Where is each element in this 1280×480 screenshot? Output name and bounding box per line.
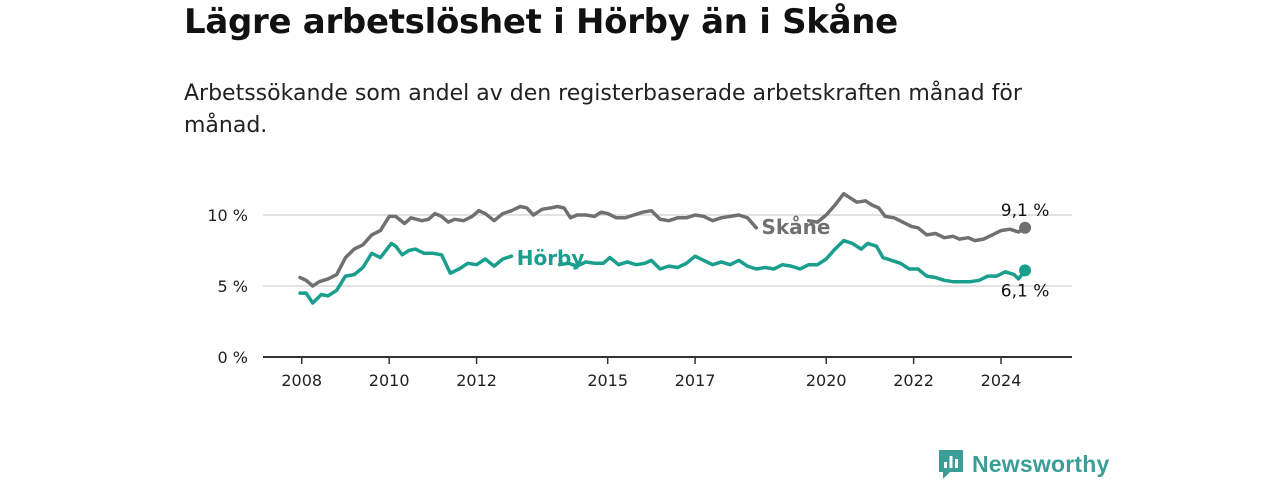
series-end-marker — [1019, 221, 1032, 234]
grid-lines — [263, 214, 1072, 287]
x-tick-label: 2024 — [981, 371, 1022, 390]
x-tick-label: 2010 — [369, 371, 410, 390]
x-tick-label: 2015 — [587, 371, 628, 390]
series-label-skane: Skåne — [761, 215, 830, 239]
x-tick-label: 2020 — [806, 371, 847, 390]
y-tick-label: 5 % — [218, 277, 248, 296]
y-tick-label: 10 % — [207, 206, 248, 225]
x-axis: 2008 2010 2012 2015 2017 2020 2022 2024 — [263, 356, 1072, 390]
series-group — [298, 191, 1032, 305]
end-value-label: 9,1 % — [1001, 201, 1050, 221]
y-axis: 0 % 5 % 10 % — [207, 206, 248, 367]
x-tick-label: 2017 — [675, 371, 716, 390]
y-tick-label: 0 % — [218, 348, 248, 367]
series-line-hrby — [557, 238, 1027, 284]
series-line-skne — [806, 191, 1027, 243]
series-line-hrby — [298, 241, 514, 305]
x-tick-label: 2008 — [281, 371, 322, 390]
chart-title: Lägre arbetslöshet i Hörby än i Skåne — [184, 2, 898, 42]
x-tick-label: 2012 — [456, 371, 497, 390]
newsworthy-logo-icon — [939, 450, 963, 479]
chart-subtitle: Arbetssökande som andel av den registerb… — [184, 81, 1022, 138]
series-end-marker — [1019, 264, 1032, 277]
series-line-skne — [298, 204, 759, 288]
series-labels: Skåne Hörby 9,1 % 6,1 % — [517, 201, 1050, 302]
end-value-label: 6,1 % — [1001, 281, 1050, 301]
newsworthy-brand[interactable]: Newsworthy — [937, 448, 1109, 480]
brand-name: Newsworthy — [972, 450, 1110, 477]
series-label-horby: Hörby — [517, 246, 585, 270]
x-tick-label: 2022 — [893, 371, 934, 390]
